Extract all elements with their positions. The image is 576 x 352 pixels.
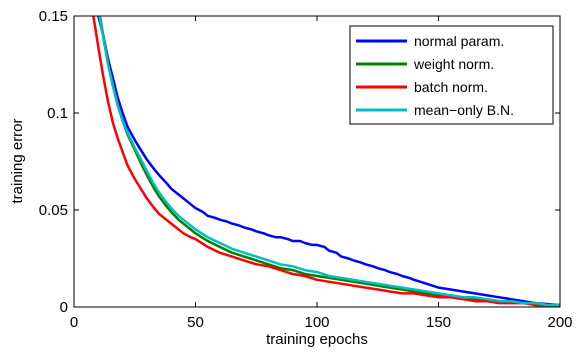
series-line-0 xyxy=(97,16,560,307)
y-tick-label: 0.05 xyxy=(39,202,68,219)
series-line-3 xyxy=(98,16,560,307)
x-tick-label: 100 xyxy=(304,314,329,331)
x-tick-label: 0 xyxy=(70,314,78,331)
series-layer xyxy=(92,16,560,307)
y-tick-label: 0.15 xyxy=(39,8,68,25)
x-tick-label: 200 xyxy=(547,314,572,331)
x-tick-label: 150 xyxy=(426,314,451,331)
legend-label-2: batch norm. xyxy=(414,79,488,95)
legend-label-0: normal param. xyxy=(414,33,504,49)
legend: normal param. weight norm. batch norm. mean… xyxy=(349,25,554,125)
y-axis-label: training error xyxy=(9,118,26,203)
x-axis-label: training epochs xyxy=(266,331,368,348)
ticks-layer: 0 50 100 150 200 0 0.05 0.1 0.15 xyxy=(39,8,573,331)
series-line-2 xyxy=(92,16,560,307)
y-tick-label: 0.1 xyxy=(47,105,68,122)
y-tick-label: 0 xyxy=(60,299,68,316)
legend-label-1: weight norm. xyxy=(413,56,494,72)
legend-label-3: mean−only B.N. xyxy=(414,102,514,118)
legend-items: normal param. weight norm. batch norm. mean… xyxy=(356,33,514,118)
x-tick-label: 50 xyxy=(187,314,204,331)
